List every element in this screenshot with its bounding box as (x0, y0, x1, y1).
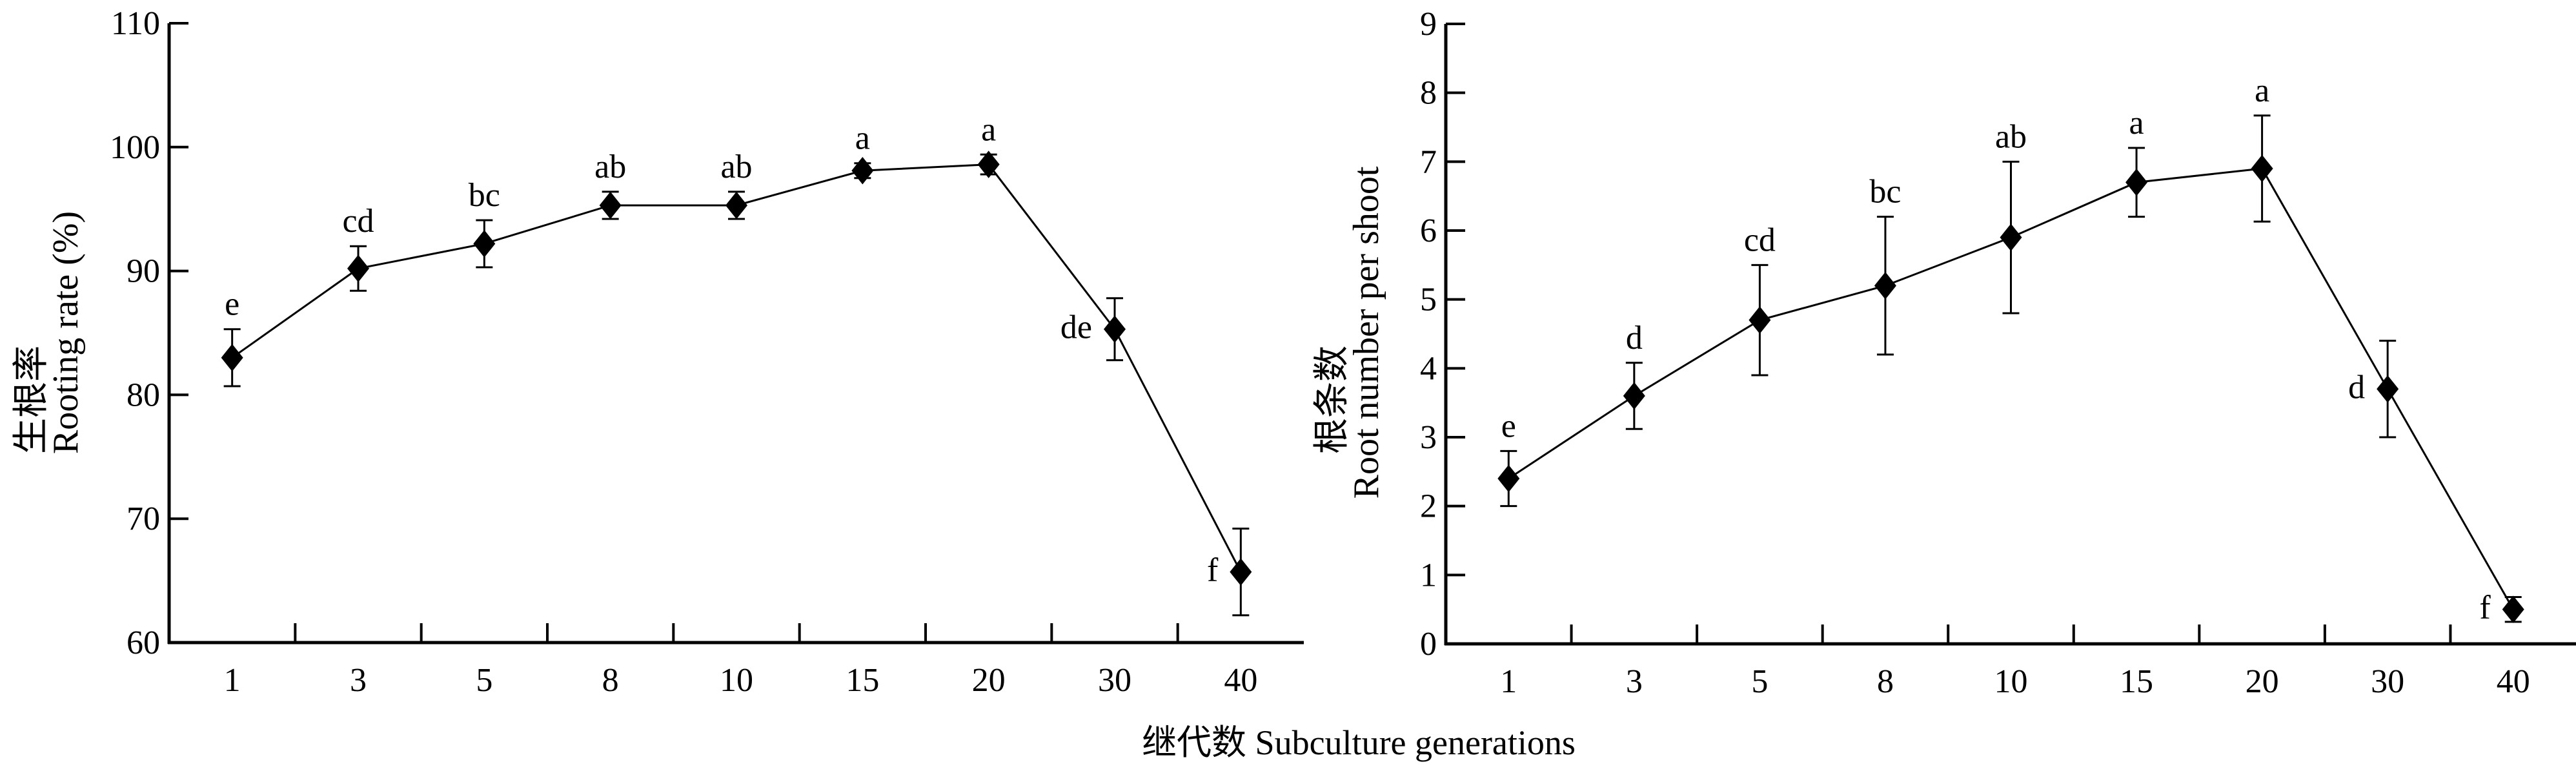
y-tick-label: 6 (1420, 212, 1437, 249)
y-tick-label: 3 (1420, 419, 1437, 456)
x-tick-label: 3 (350, 662, 367, 699)
y-axis-label-cn: 生根率 (12, 346, 52, 454)
series-line (231, 163, 1242, 573)
data-point (851, 156, 874, 185)
x-tick-label: 30 (2371, 663, 2404, 700)
x-tick-label: 8 (1877, 663, 1894, 700)
significance-letter: d (1626, 320, 1643, 356)
data-point (2377, 375, 2399, 403)
data-point (977, 150, 1000, 178)
significance-letter: e (225, 286, 239, 323)
y-tick-label: 1 (1420, 557, 1437, 593)
x-tick-label: 10 (720, 662, 753, 699)
data-point (1623, 382, 1645, 410)
significance-letter: d (2348, 369, 2365, 406)
x-tick-label: 1 (224, 662, 241, 699)
y-tick-label: 60 (127, 624, 160, 661)
y-tick-label: 80 (127, 377, 160, 413)
y-tick-label: 4 (1420, 350, 1437, 387)
x-axis-label: 继代数 Subculture generations (1142, 723, 1576, 762)
significance-letter: ab (1995, 118, 2027, 155)
x-tick-label: 20 (972, 662, 1006, 699)
x-tick-label: 30 (1098, 662, 1131, 699)
y-axis-label: Rooting rate (%) (46, 211, 86, 454)
significance-letter: f (1207, 552, 1219, 589)
data-point (221, 344, 243, 372)
significance-letter: a (2255, 72, 2269, 109)
x-tick-label: 5 (1751, 663, 1768, 700)
y-tick-label: 7 (1420, 143, 1437, 180)
data-point (1497, 464, 1520, 493)
data-point (1874, 272, 1896, 300)
significance-letter: cd (342, 203, 374, 240)
data-point (1104, 315, 1126, 343)
significance-letter: a (981, 111, 996, 148)
x-tick-label: 1 (1500, 663, 1517, 700)
y-tick-label: 100 (110, 129, 160, 166)
x-tick-label: 40 (2497, 663, 2530, 700)
data-point (347, 254, 369, 283)
significance-letter: de (1060, 309, 1092, 346)
data-point (725, 191, 747, 220)
y-tick-label: 110 (111, 5, 160, 42)
significance-letter: a (855, 120, 870, 157)
y-tick-label: 8 (1420, 75, 1437, 112)
significance-letter: ab (720, 149, 752, 185)
significance-letter: ab (594, 149, 626, 185)
x-tick-label: 3 (1626, 663, 1643, 700)
x-tick-label: 10 (1994, 663, 2028, 700)
y-tick-label: 90 (127, 253, 160, 290)
data-point (2251, 154, 2273, 183)
y-axis-label-cn: 根条数 (1312, 346, 1352, 454)
x-tick-label: 15 (2120, 663, 2153, 700)
data-point (473, 230, 496, 258)
significance-letter: e (1501, 407, 1516, 444)
y-tick-label: 9 (1420, 6, 1437, 43)
data-point (2502, 595, 2524, 623)
data-point (2125, 169, 2148, 196)
y-axis-label: Root number per shoot (1346, 166, 1386, 499)
data-point (599, 191, 622, 220)
y-tick-label: 2 (1420, 488, 1437, 525)
data-point (2000, 223, 2022, 251)
significance-letter: bc (1869, 174, 1901, 211)
data-point (1230, 558, 1252, 586)
x-tick-label: 20 (2246, 663, 2279, 700)
significance-letter: a (2129, 105, 2144, 141)
x-tick-label: 15 (846, 662, 879, 699)
x-tick-label: 8 (602, 662, 619, 699)
data-point (1749, 306, 1771, 334)
significance-letter: bc (469, 177, 500, 214)
x-tick-label: 40 (1224, 662, 1257, 699)
significance-letter: f (2479, 590, 2491, 626)
significance-letter: cd (1744, 222, 1776, 258)
x-tick-label: 5 (476, 662, 492, 699)
y-tick-label: 0 (1420, 626, 1437, 663)
y-tick-label: 5 (1420, 282, 1437, 318)
y-tick-label: 70 (127, 500, 160, 537)
